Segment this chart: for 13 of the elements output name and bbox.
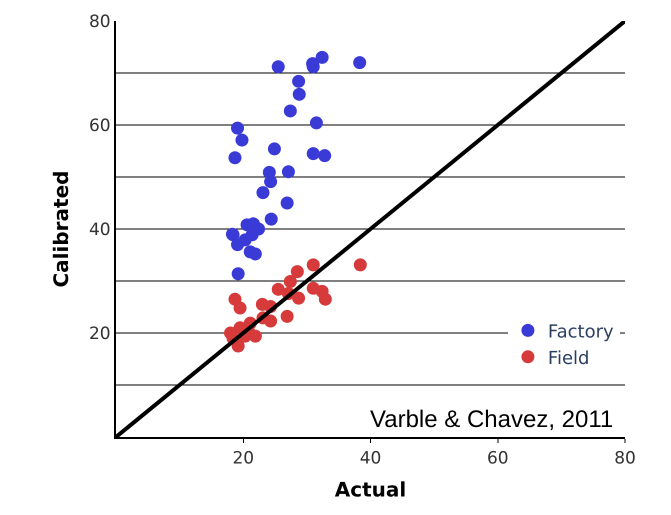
y-axis-title: Calibrated [48, 170, 73, 288]
y-tick-label: 20 [88, 324, 111, 344]
x-tick-label: 60 [486, 448, 509, 468]
legend-label: Factory [548, 321, 614, 342]
y-tick-label: 80 [88, 12, 111, 32]
legend-label: Field [548, 348, 590, 369]
x-tick-label: 40 [360, 448, 382, 468]
x-axis-title: Actual [334, 477, 406, 502]
y-tick-label: 60 [88, 116, 111, 136]
x-tick-label: 80 [614, 448, 636, 468]
x-tick-label: 20 [232, 448, 254, 468]
y-tick-label: 40 [88, 220, 111, 240]
annotation: Varble & Chavez, 2011 [370, 406, 614, 433]
